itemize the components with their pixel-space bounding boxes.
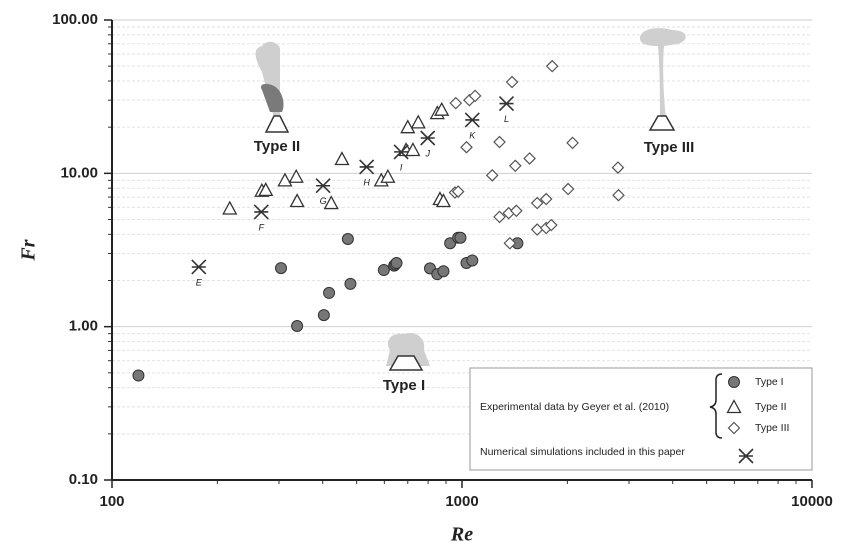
point <box>547 61 558 72</box>
legend-group-title: Experimental data by Geyer et al. (2010) <box>480 401 669 413</box>
point <box>345 278 356 289</box>
legend-marker <box>729 377 740 388</box>
point <box>223 202 236 214</box>
chart: 0.101.0010.00100.00100100010000 Type II … <box>0 0 844 550</box>
point <box>292 321 303 332</box>
point <box>335 153 348 165</box>
point <box>450 98 461 109</box>
point <box>467 255 478 266</box>
point <box>563 184 574 195</box>
point-label: F <box>259 222 265 232</box>
y-tick-label: 100.00 <box>52 11 98 28</box>
point <box>318 310 329 321</box>
y-tick-label: 0.10 <box>69 471 98 488</box>
point <box>421 131 435 145</box>
point <box>254 205 268 219</box>
point <box>324 287 335 298</box>
point <box>461 142 472 153</box>
type-ii-icon <box>256 42 288 132</box>
point <box>325 197 338 209</box>
point-label: H <box>363 177 370 187</box>
point <box>567 137 578 148</box>
point <box>612 162 623 173</box>
annotation: Type III <box>644 139 695 156</box>
point <box>510 160 521 171</box>
x-tick-label: 100 <box>99 493 124 510</box>
annotation: Type II <box>254 138 300 155</box>
point <box>290 170 303 182</box>
legend-label: Numerical simulations included in this p… <box>480 446 685 458</box>
point <box>507 77 518 88</box>
y-axis-title: Fr <box>18 239 40 261</box>
point <box>465 113 479 127</box>
point-label: E <box>196 277 203 287</box>
y-tick-label: 10.00 <box>60 164 98 181</box>
point <box>494 137 505 148</box>
point <box>133 370 144 381</box>
point <box>487 170 498 181</box>
point <box>276 263 287 274</box>
type-i-icon <box>386 333 430 370</box>
point-label: I <box>400 162 403 172</box>
point <box>613 190 624 201</box>
point <box>291 195 304 207</box>
legend-label: Type I <box>755 376 784 388</box>
point <box>499 97 513 111</box>
legend-label: Type III <box>755 422 789 434</box>
point <box>524 153 535 164</box>
y-tick-label: 1.00 <box>69 318 98 335</box>
legend-label: Type II <box>755 401 787 413</box>
type-iii-icon <box>640 28 686 130</box>
marks: E F G H I J K L <box>133 61 624 381</box>
x-tick-label: 1000 <box>445 493 478 510</box>
point-label: J <box>424 148 430 158</box>
annotation: Type I <box>383 377 425 394</box>
point-label: G <box>320 196 327 206</box>
point <box>378 265 389 276</box>
point-label: L <box>504 114 509 124</box>
point <box>342 234 353 245</box>
point <box>394 145 408 159</box>
point <box>192 260 206 274</box>
point <box>455 232 466 243</box>
point-label: K <box>469 130 476 140</box>
point <box>532 224 543 235</box>
x-tick-label: 10000 <box>791 493 833 510</box>
point <box>391 258 402 269</box>
x-axis-title: Re <box>450 524 473 546</box>
point <box>360 160 374 174</box>
point <box>438 266 449 277</box>
point <box>412 116 425 128</box>
